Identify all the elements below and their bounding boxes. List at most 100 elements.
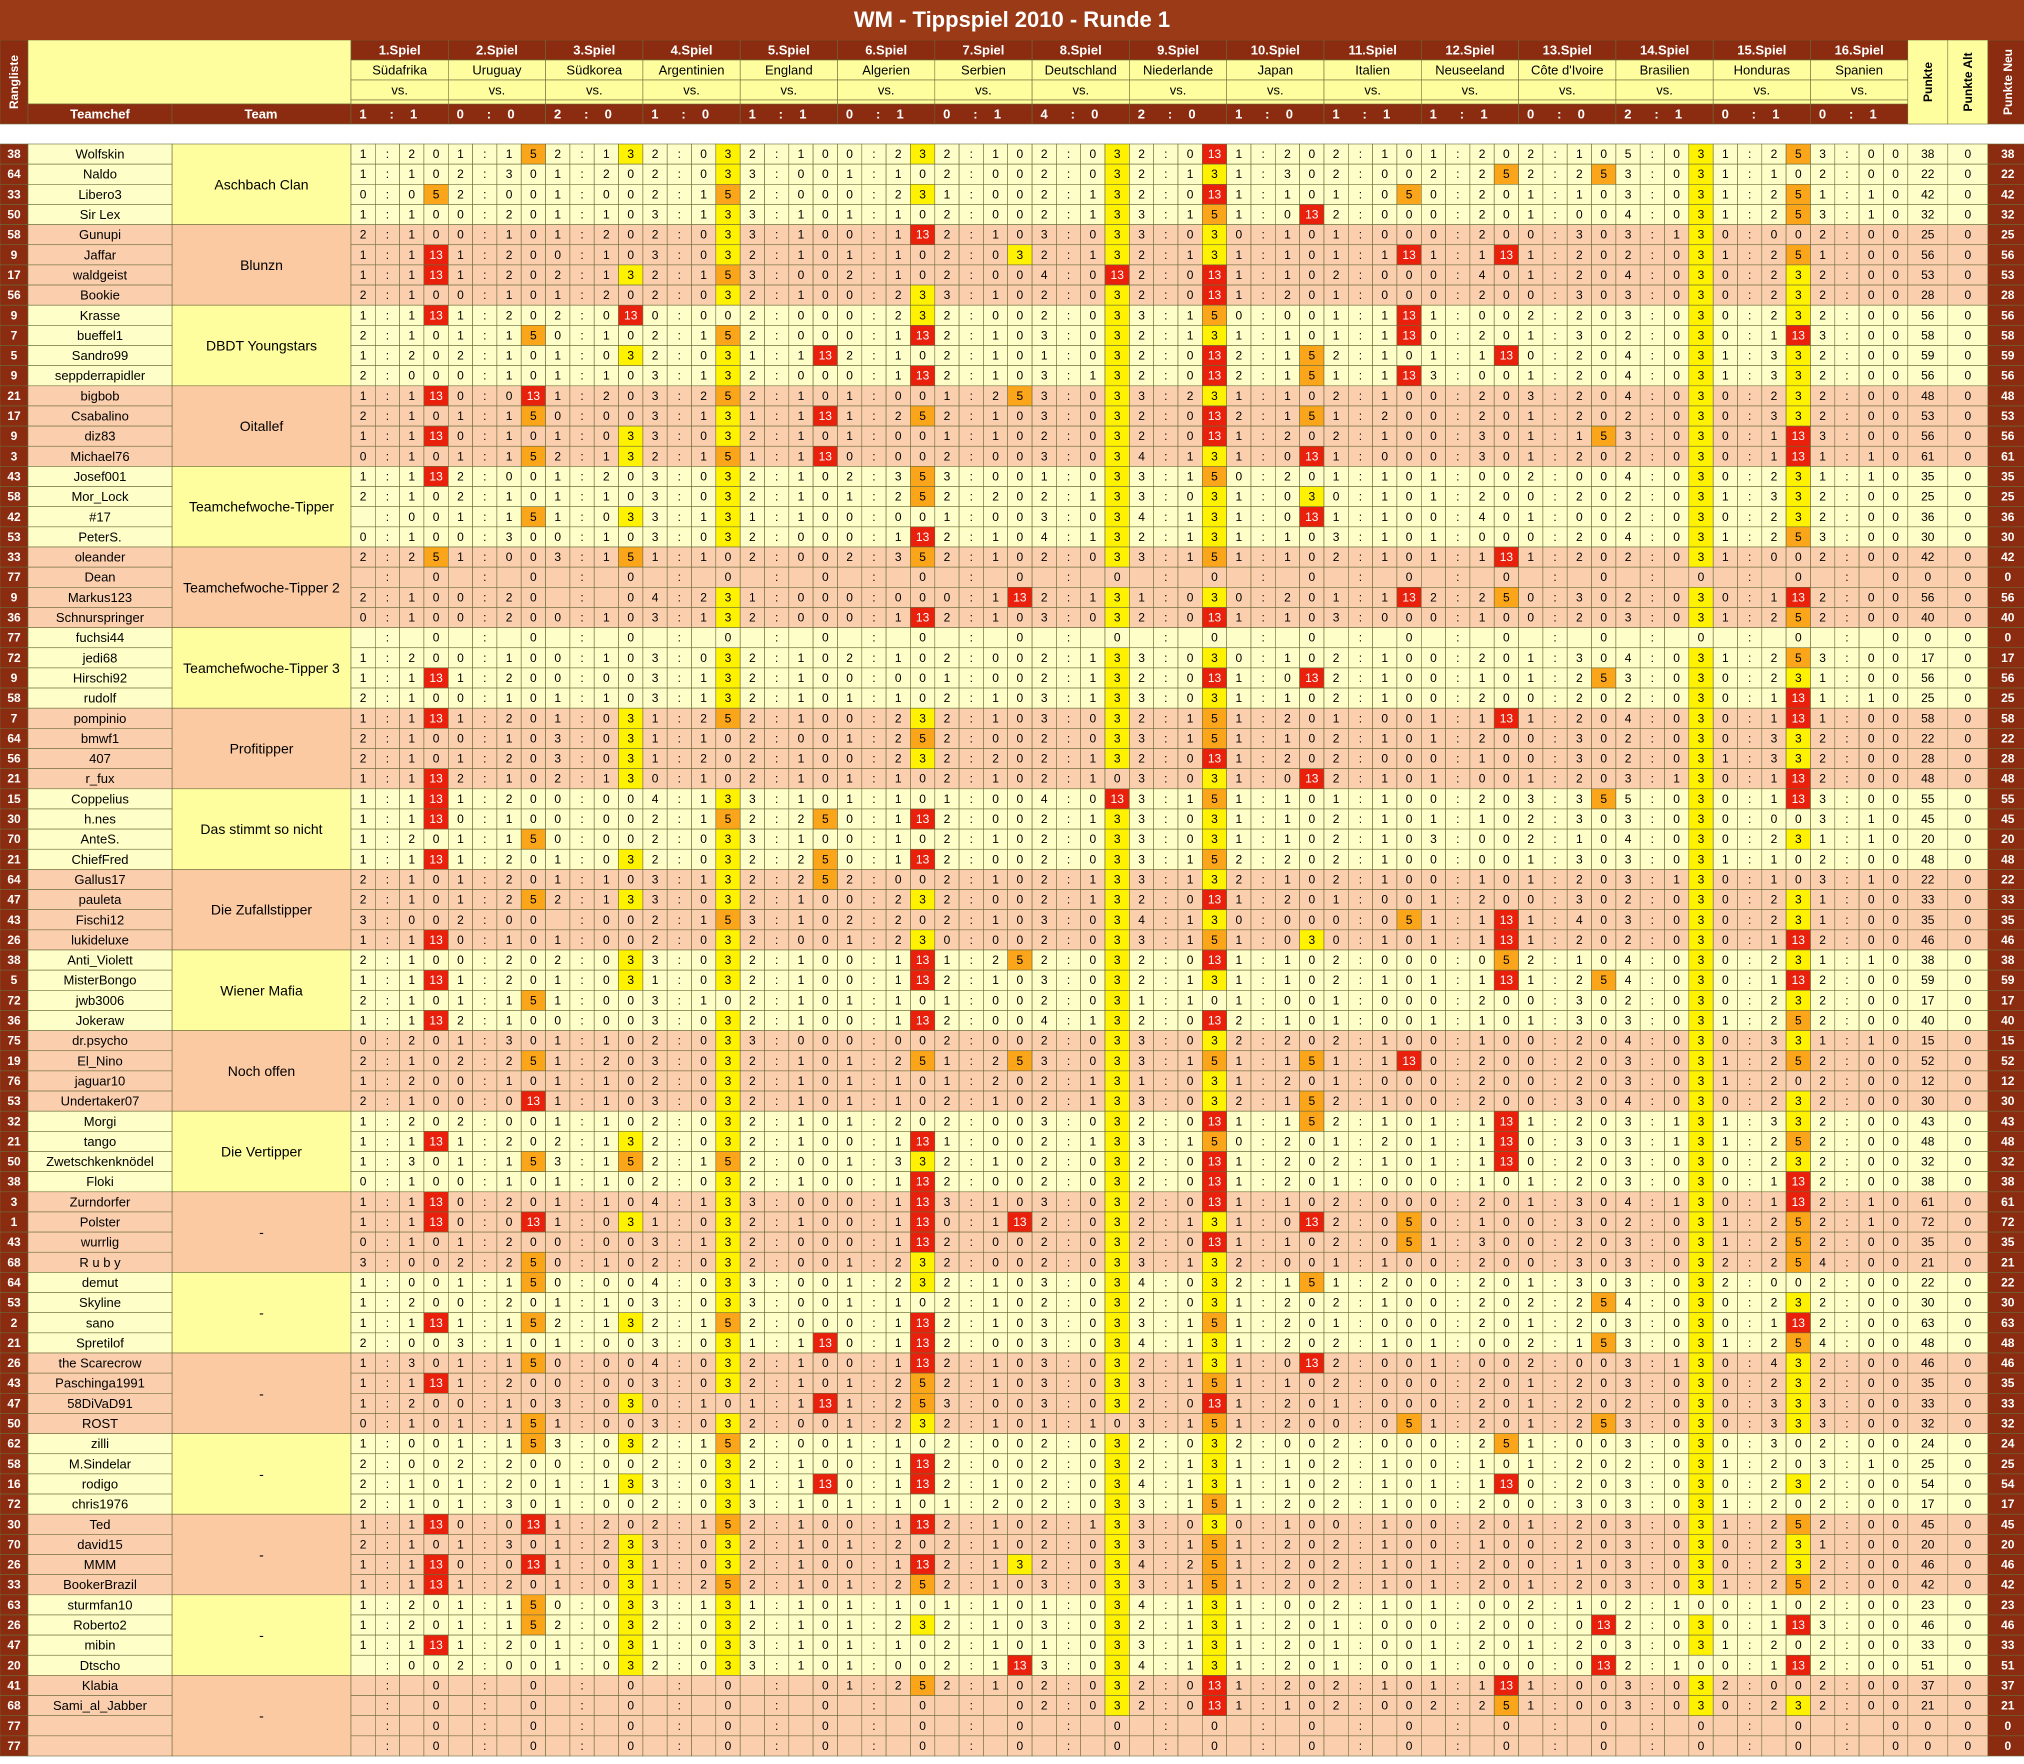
tip-points: 0 [822,469,829,483]
tip-home: 2 [944,248,951,262]
tip-home: 0 [1722,792,1729,806]
tip-sep: : [386,792,389,806]
tip-points: 0 [1017,832,1024,846]
tip-home: 1 [1236,288,1243,302]
tip-away: 0 [1868,731,1875,745]
tip-sep: : [1845,731,1848,745]
tip-away: 0 [1868,772,1875,786]
tip-away: 0 [700,228,707,242]
tip-points: 0 [919,772,926,786]
game-result-home: 2 [1624,107,1631,122]
tip-sep: : [483,550,486,564]
tip-points: 0 [433,691,440,705]
punkte-value: 25 [1921,228,1935,242]
tip-home: 3 [652,369,659,383]
tip-home: 1 [749,349,756,363]
tip-home: 2 [944,711,951,725]
game-result-away: 1 [994,107,1001,122]
tip-sep: : [1553,389,1556,403]
tip-points: 0 [1600,147,1607,161]
tip-away: 1 [603,490,610,504]
tip-sep: : [775,812,778,826]
tip-away: 0 [1771,550,1778,564]
tip-away: 1 [408,389,415,403]
tip-sep: : [872,752,875,766]
tip-sep: : [872,651,875,665]
tip-sep: : [1748,429,1751,443]
punkte-neu-value: 48 [2001,389,2015,403]
tip-sep: : [1067,349,1070,363]
tip-points: 0 [1600,389,1607,403]
tip-away: 2 [1479,792,1486,806]
game-result-home: 0 [1722,107,1729,122]
punkte-alt-value: 0 [1964,570,1971,584]
tip-sep: : [386,691,389,705]
tip-away: 1 [603,328,610,342]
tip-sep: : [970,187,973,201]
tip-points: 3 [1698,429,1705,443]
tip-sep: : [872,248,875,262]
tip-away: 1 [798,772,805,786]
tip-home: 2 [360,228,367,242]
tip-home: 3 [1625,671,1632,685]
tip-away-cell [789,628,813,648]
tip-sep: : [1164,208,1167,222]
tip-sep: : [1456,812,1459,826]
tip-points: 3 [1114,228,1121,242]
tip-points: 0 [530,208,537,222]
tip-sep: : [775,349,778,363]
tip-away: 1 [1284,812,1291,826]
tip-home: 1 [360,248,367,262]
tip-away: 2 [1479,651,1486,665]
tip-home: 4 [1625,651,1632,665]
tip-home: 0 [1722,691,1729,705]
tip-points: 0 [1892,429,1899,443]
tip-home: 3 [652,490,659,504]
tip-points: 3 [1698,752,1705,766]
tip-away: 1 [992,228,999,242]
tip-home: 1 [846,490,853,504]
tip-points: 0 [1503,429,1510,443]
tip-points: 5 [1600,792,1607,806]
tip-sep: : [1845,550,1848,564]
tip-away: 0 [992,167,999,181]
punkte-alt-value: 0 [1964,469,1971,483]
tip-away: 0 [1673,530,1680,544]
tip-away: 2 [700,711,707,725]
tip-away: 0 [1090,288,1097,302]
tip-sep: : [1748,308,1751,322]
tip-away: 0 [992,651,999,665]
tip-away: 0 [1673,691,1680,705]
tip-away: 0 [1868,389,1875,403]
tip-sep: : [1748,349,1751,363]
tip-home: 1 [457,832,464,846]
tip-away: 1 [1381,510,1388,524]
tip-points: 0 [627,671,634,685]
tip-points: 0 [1308,611,1315,625]
tip-away: 2 [1771,389,1778,403]
tip-away: 2 [1576,711,1583,725]
tip-sep: : [872,288,875,302]
rank-value: 21 [7,852,21,866]
tip-away: 2 [1576,530,1583,544]
tip-away: 1 [700,792,707,806]
player-name: seppderrapidler [55,368,146,383]
tip-home: 2 [1041,772,1048,786]
tip-away: 1 [1576,147,1583,161]
tip-home: 1 [1527,248,1534,262]
tip-away: 2 [992,389,999,403]
tip-away: 0 [1673,469,1680,483]
tip-home-cell [1421,628,1445,648]
tip-sep: : [872,208,875,222]
tip-away: 2 [1771,208,1778,222]
tip-points: 13 [1792,691,1806,705]
tip-away: 1 [1771,590,1778,604]
punkte-alt-value: 0 [1964,409,1971,423]
tip-home: 2 [1819,590,1826,604]
tip-home: 0 [1430,288,1437,302]
tip-sep: : [1748,772,1751,786]
tip-points: 0 [530,429,537,443]
tip-sep: : [580,752,583,766]
tip-home: 1 [846,248,853,262]
player-name: bmwf1 [81,731,119,746]
